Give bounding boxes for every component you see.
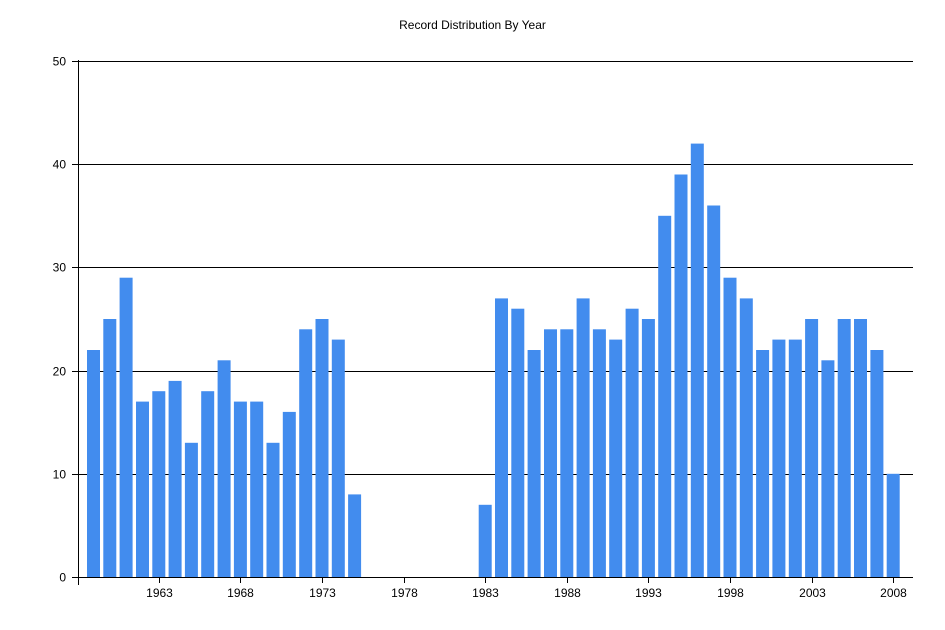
bar bbox=[772, 339, 786, 577]
bar bbox=[119, 277, 133, 577]
y-tick-label: 30 bbox=[53, 261, 67, 275]
bar bbox=[348, 494, 362, 577]
bar bbox=[854, 319, 867, 577]
bar bbox=[527, 350, 541, 577]
chart-title: Record Distribution By Year bbox=[399, 18, 546, 32]
bar bbox=[625, 308, 639, 577]
x-tick-label: 1963 bbox=[146, 586, 173, 600]
bar bbox=[658, 215, 672, 578]
x-tick-label: 1973 bbox=[309, 586, 336, 600]
x-tick-label: 1983 bbox=[472, 586, 499, 600]
y-tick-label: 50 bbox=[53, 55, 67, 69]
bar bbox=[788, 339, 802, 577]
y-tick-label: 0 bbox=[59, 571, 66, 585]
bar bbox=[886, 473, 900, 577]
bar bbox=[152, 391, 166, 577]
x-tick-label: 1993 bbox=[635, 586, 662, 600]
bar bbox=[184, 442, 198, 577]
x-tick-label: 2003 bbox=[799, 586, 826, 600]
x-tick-label: 1998 bbox=[717, 586, 744, 600]
bar bbox=[495, 298, 508, 577]
bar bbox=[674, 174, 688, 577]
x-tick-label: 1988 bbox=[554, 586, 581, 600]
x-tick-label: 2008 bbox=[880, 586, 907, 600]
bar bbox=[805, 319, 819, 577]
bar bbox=[609, 339, 623, 577]
bar bbox=[315, 319, 329, 577]
bar bbox=[560, 329, 574, 577]
bar bbox=[168, 380, 182, 577]
bar bbox=[478, 504, 492, 577]
y-tick-label: 40 bbox=[53, 158, 67, 172]
bar bbox=[250, 401, 264, 577]
x-tick-label: 1978 bbox=[391, 586, 418, 600]
bar bbox=[87, 350, 100, 577]
bar bbox=[870, 350, 884, 577]
bar bbox=[217, 360, 231, 577]
bar bbox=[837, 319, 851, 577]
bar bbox=[201, 391, 215, 577]
bar bbox=[641, 319, 655, 577]
bar bbox=[511, 308, 525, 577]
bar bbox=[723, 277, 737, 577]
bar bbox=[544, 329, 557, 577]
bar bbox=[103, 319, 117, 577]
x-tick-label: 1968 bbox=[227, 586, 254, 600]
y-tick-label: 10 bbox=[53, 468, 67, 482]
bar bbox=[282, 411, 296, 577]
bar bbox=[266, 442, 280, 577]
bar bbox=[707, 205, 721, 577]
bar bbox=[592, 329, 606, 577]
bar bbox=[233, 401, 247, 577]
bar bbox=[739, 298, 753, 577]
bar bbox=[756, 350, 770, 577]
y-tick-label: 20 bbox=[53, 365, 67, 379]
bar bbox=[331, 339, 345, 577]
bar bbox=[136, 401, 149, 577]
bar bbox=[299, 329, 313, 577]
bar bbox=[690, 143, 704, 577]
bar bbox=[821, 360, 835, 577]
bar bbox=[576, 298, 590, 577]
